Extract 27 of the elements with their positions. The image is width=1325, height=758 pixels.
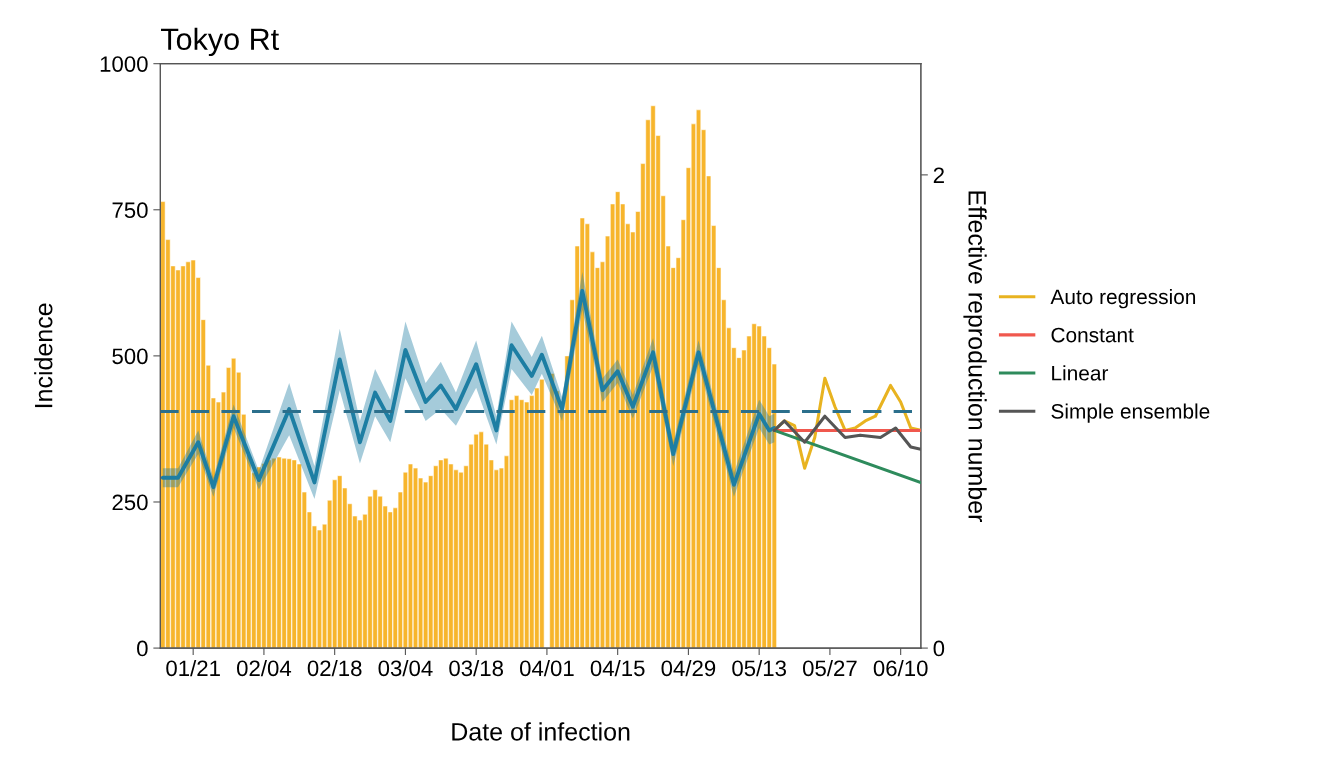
x-tick-label: 02/18 [307,659,362,677]
x-tick-label: 06/10 [873,659,928,677]
y2-tick-label: 0 [933,640,945,657]
legend-label: Simple ensemble [1051,403,1210,423]
x-tick-label: 04/01 [519,659,574,677]
x-tick-label: 04/29 [661,659,716,677]
x-tick-label: 02/04 [236,659,292,677]
x-tick-label: 05/27 [802,659,857,677]
y-tick-label: 250 [112,494,148,511]
chart-title: Tokyo Rt [161,27,279,57]
y2-tick-label: 2 [933,167,944,183]
x-tick-label: 03/04 [378,659,433,677]
x-tick-label: 01/21 [166,659,220,677]
legend-label: Auto regression [1050,288,1196,309]
x-axis-title: Date of infection [452,722,630,741]
y-tick-label: 500 [112,348,148,365]
y-tick-label: 1000 [100,56,148,72]
legend-label: Constant [1051,327,1134,343]
legend-label: Linear [1052,365,1109,381]
y-axis-title: Incidence [34,303,53,408]
y-tick-label: 0 [137,640,148,657]
y-tick-label: 750 [112,202,148,219]
x-tick-label: 03/18 [449,659,504,677]
y2-axis-title: Effective reproduction number [963,191,987,523]
x-tick-label: 05/13 [732,659,786,677]
bar [695,109,702,649]
x-tick-label: 04/15 [590,659,645,677]
